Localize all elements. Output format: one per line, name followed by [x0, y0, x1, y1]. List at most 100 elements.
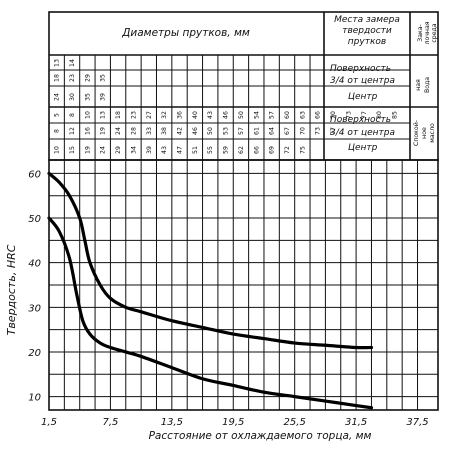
diameter-value: 60: [284, 111, 291, 119]
diameter-value: 72: [284, 146, 291, 154]
diameter-value: 10: [54, 146, 61, 154]
water-position-center: Центр: [348, 92, 378, 102]
diameter-value: 35: [100, 74, 107, 82]
diameter-value: 8: [54, 129, 61, 133]
oil-medium-label: Спокой- ное масло: [412, 120, 436, 146]
diameter-value: 40: [192, 111, 199, 119]
header-medium-line1: Зака-: [417, 24, 424, 42]
diameter-value: 13: [54, 59, 61, 67]
diameter-value: 50: [238, 111, 245, 119]
diameter-value: 27: [146, 111, 153, 119]
diameter-value: 73: [315, 127, 322, 135]
diameter-value: 43: [161, 146, 168, 154]
diameter-value: 80: [376, 111, 383, 119]
diameter-value: 62: [238, 146, 245, 154]
upper-hardenability-curve: [47, 171, 374, 350]
diameter-value: 51: [192, 146, 199, 154]
diameter-value: 5: [54, 113, 61, 117]
oil-position-three-quarter: 3/4 от центра: [330, 128, 395, 138]
diameter-value: 8: [69, 113, 76, 117]
diameter-value: 29: [115, 146, 122, 154]
diameter-value: 23: [130, 111, 137, 119]
y-tick-label: 30: [28, 303, 41, 314]
y-tick-label: 40: [28, 259, 41, 270]
diameter-value: 46: [223, 111, 230, 119]
header-medium-line3: среда: [431, 23, 438, 42]
diameter-value: 77: [330, 127, 337, 135]
diameter-value: 42: [177, 127, 184, 135]
diameter-value: 73: [345, 111, 352, 119]
diameter-value: 67: [284, 127, 291, 135]
diameter-value: 66: [315, 111, 322, 119]
diameter-value: 53: [223, 127, 230, 135]
y-tick-label: 50: [28, 214, 41, 225]
header-location-line2: твердости: [342, 26, 392, 36]
x-tick-label: 1,5: [41, 417, 57, 428]
diameter-value: 69: [269, 146, 276, 154]
x-axis-label: Расстояние от охлаждаемого торца, мм: [149, 430, 372, 442]
oil-diameter-table: 5 8 10 13 18 23 27 32 36 40 43 46 50 54 57 60 63 66 70 73 77…: [54, 111, 399, 154]
chart-grid: [49, 55, 438, 410]
diameter-value: 55: [207, 146, 214, 154]
diameter-value: 24: [115, 127, 122, 135]
diameter-value: 28: [130, 127, 137, 135]
oil-line1: Спокой-: [412, 120, 420, 146]
x-tick-label: 37,5: [406, 417, 428, 428]
diameter-value: 24: [54, 93, 61, 101]
x-tick-label: 7,5: [102, 417, 118, 428]
diameter-value: 50: [207, 127, 214, 135]
diameter-value: 38: [161, 127, 168, 135]
y-tick-label: 20: [28, 348, 41, 359]
diameter-value: 33: [146, 127, 153, 135]
water-diameter-table: 13 14 18 23 29 35 24 30 35 39: [54, 59, 107, 101]
diameter-value: 14: [69, 59, 76, 67]
diameter-value: 66: [253, 146, 260, 154]
diameter-value: 59: [223, 146, 230, 154]
diameter-value: 63: [299, 111, 306, 119]
oil-line2: ное: [421, 127, 428, 139]
diameter-value: 57: [269, 111, 276, 119]
diameter-value: 23: [69, 74, 76, 82]
diameter-value: 19: [84, 146, 91, 154]
x-tick-label: 31,5: [345, 417, 367, 428]
diameter-value: 12: [69, 127, 76, 135]
water-calm-line2: ная: [415, 79, 422, 91]
x-tick-label: 25,5: [284, 417, 306, 428]
header-medium-column: Зака- лочная среда: [417, 21, 438, 44]
header-main-title: Диаметры прутков, мм: [121, 27, 250, 39]
water-label: Вода: [424, 77, 431, 93]
diameter-value: 19: [100, 127, 107, 135]
water-position-surface: Поверхность: [330, 64, 391, 74]
diameter-value: 70: [330, 111, 337, 119]
y-tick-label: 10: [28, 393, 41, 404]
diameter-value: 46: [192, 127, 199, 135]
diameter-value: 77: [361, 111, 368, 119]
diameter-value: 43: [207, 111, 214, 119]
header-medium-line2: лочная: [424, 21, 431, 44]
diameter-value: 39: [146, 146, 153, 154]
y-axis-label: Твердость, HRC: [5, 244, 18, 335]
diameter-value: 70: [299, 127, 306, 135]
y-tick-label: 60: [28, 169, 41, 180]
diameter-value: 18: [115, 111, 122, 119]
diameter-value: 64: [269, 127, 276, 135]
diameter-value: 39: [100, 93, 107, 101]
oil-position-center: Центр: [348, 143, 378, 153]
water-position-three-quarter: 3/4 от центра: [330, 76, 395, 86]
diameter-value: 15: [69, 146, 76, 154]
diameter-value: 47: [177, 146, 184, 154]
diameter-value: 18: [54, 74, 61, 82]
oil-position-surface: Поверхность: [330, 115, 391, 125]
lower-hardenability-curve: [47, 216, 374, 410]
diameter-value: 54: [253, 111, 260, 119]
diameter-value: 61: [253, 127, 260, 135]
chart-curves: [47, 171, 374, 410]
diameter-value: 24: [100, 146, 107, 154]
diameter-value: 30: [69, 93, 76, 101]
diameter-value: 10: [84, 111, 91, 119]
diameter-value: 75: [299, 146, 306, 154]
diameter-value: 16: [84, 127, 91, 135]
diameter-value: 29: [84, 74, 91, 82]
x-tick-label: 19,5: [222, 417, 244, 428]
